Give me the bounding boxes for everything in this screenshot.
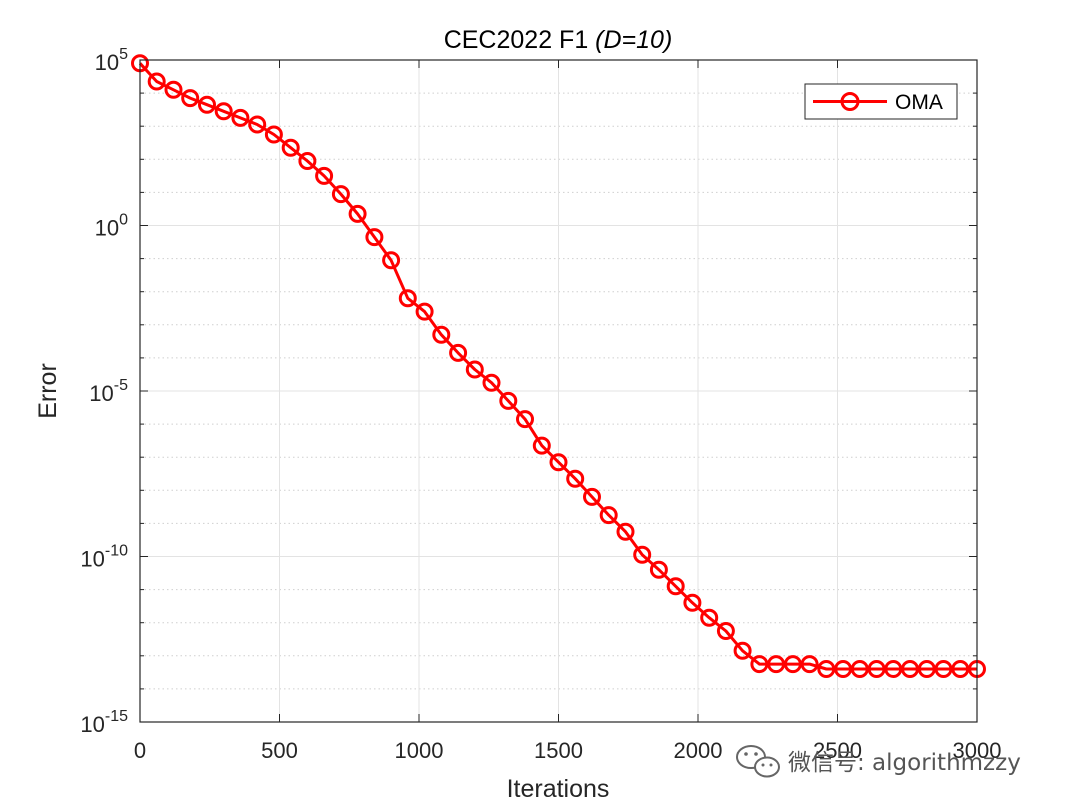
- data-point: [750, 655, 769, 674]
- data-point: [917, 660, 936, 678]
- x-tick-label: 1000: [395, 738, 444, 763]
- y-tick-label-base: 10: [80, 712, 104, 737]
- data-point: [867, 660, 886, 678]
- data-point: [298, 152, 317, 170]
- data-point: [616, 522, 635, 541]
- data-point: [700, 608, 719, 627]
- data-point: [817, 660, 836, 678]
- x-tick-label: 1500: [534, 738, 583, 763]
- data-point: [198, 95, 216, 114]
- data-point: [716, 622, 735, 640]
- data-point: [800, 655, 819, 674]
- data-point: [415, 302, 434, 321]
- y-tick-label-exponent: 0: [119, 212, 128, 229]
- data-point: [934, 660, 953, 678]
- data-point: [783, 655, 802, 674]
- data-point: [532, 436, 551, 455]
- y-tick-label-exponent: 5: [119, 46, 128, 63]
- legend-label: OMA: [895, 91, 943, 114]
- data-point: [767, 655, 786, 674]
- data-point: [465, 360, 484, 379]
- watermark-text: 微信号: algorithmzzy: [788, 750, 1021, 776]
- data-point: [499, 391, 518, 410]
- y-tick-label: 10-10: [80, 543, 128, 572]
- y-tick-label: 100: [95, 212, 128, 241]
- data-point: [733, 641, 752, 660]
- x-tick-labels: 0 500 1000 1500 2000 2500 3000: [134, 738, 1002, 763]
- wechat-bubble-icon: [736, 745, 780, 778]
- x-axis-title: Iterations: [507, 775, 610, 803]
- x-tick-label: 2000: [674, 738, 723, 763]
- x-tick-label: 2500: [813, 738, 862, 763]
- y-tick-label: 10-5: [89, 377, 128, 406]
- y-tick-label: 105: [95, 46, 128, 75]
- x-tick-label: 3000: [953, 738, 1002, 763]
- data-point: [147, 72, 166, 91]
- chart-title-main: CEC2022 F1: [444, 26, 595, 54]
- data-point: [398, 289, 417, 308]
- watermark: 微信号: algorithmzzy: [736, 745, 1021, 778]
- data-point: [248, 115, 267, 134]
- data-point: [599, 506, 618, 525]
- legend[interactable]: OMA: [804, 83, 958, 120]
- legend-marker-sample: [840, 92, 860, 111]
- y-tick-label-base: 10: [80, 547, 104, 572]
- chart-title-italic: (D=10): [595, 26, 672, 54]
- y-tick-label: 10-15: [80, 708, 128, 737]
- data-point: [348, 204, 367, 223]
- data-point: [382, 251, 401, 270]
- y-tick-label-base: 10: [95, 216, 119, 241]
- data-point: [281, 138, 300, 157]
- data-point: [583, 487, 601, 506]
- y-tick-label-exponent: -15: [105, 708, 128, 725]
- data-point: [164, 80, 183, 99]
- data-point: [315, 166, 334, 185]
- data-point: [365, 228, 384, 247]
- data-point: [683, 593, 702, 612]
- data-point: [449, 343, 468, 362]
- ticks-layer: [139, 59, 978, 723]
- data-point: [884, 660, 903, 678]
- data-point: [331, 185, 350, 204]
- data-point: [482, 373, 501, 392]
- data-point: [666, 577, 685, 596]
- x-tick-label: 0: [134, 738, 146, 763]
- data-point: [834, 660, 853, 678]
- data-point: [649, 560, 668, 579]
- x-tick-label: 500: [261, 738, 298, 763]
- y-tick-label-exponent: -10: [105, 543, 128, 560]
- data-point: [231, 108, 250, 127]
- data-point: [633, 545, 652, 564]
- data-point: [901, 660, 919, 678]
- data-point: [549, 453, 568, 472]
- y-axis-title: Error: [34, 363, 62, 419]
- data-point: [516, 410, 534, 429]
- data-point: [951, 660, 970, 678]
- data-point: [850, 660, 869, 678]
- data-point: [264, 125, 283, 144]
- data-point: [214, 102, 233, 121]
- data-point: [566, 469, 585, 488]
- data-point: [432, 325, 451, 344]
- series-layer: [131, 54, 986, 678]
- chart-title: CEC2022 F1 (D=10): [444, 26, 673, 54]
- y-tick-label-base: 10: [89, 381, 113, 406]
- y-tick-label-exponent: -5: [114, 377, 128, 394]
- data-point: [181, 89, 200, 108]
- y-tick-label-base: 10: [95, 50, 119, 75]
